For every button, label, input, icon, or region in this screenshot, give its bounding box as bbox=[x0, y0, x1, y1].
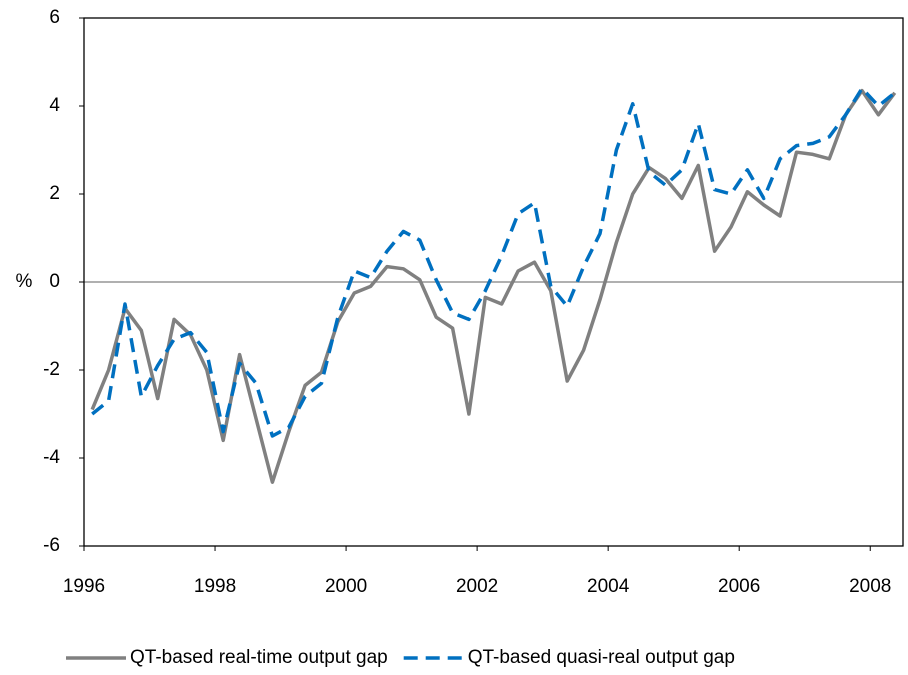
y-tick-label: 4 bbox=[49, 95, 60, 116]
y-tick-label: 6 bbox=[49, 7, 60, 28]
x-tick-label: 1998 bbox=[194, 576, 236, 597]
x-tick-label: 2000 bbox=[325, 576, 367, 597]
y-tick-label: -4 bbox=[43, 447, 60, 468]
y-tick-label: -6 bbox=[43, 535, 60, 556]
y-tick-label: 2 bbox=[49, 183, 60, 204]
x-tick-label: 2004 bbox=[587, 576, 630, 597]
x-tick-label: 2006 bbox=[718, 576, 760, 597]
x-tick-label: 1996 bbox=[63, 576, 105, 597]
x-tick-label: 2002 bbox=[456, 576, 498, 597]
y-axis-label: % bbox=[16, 271, 33, 292]
plot-frame bbox=[83, 17, 904, 547]
series-line bbox=[90, 88, 897, 484]
x-tick-label: 2008 bbox=[849, 576, 891, 597]
legend-label: QT-based quasi-real output gap bbox=[468, 647, 735, 668]
legend-label: QT-based real-time output gap bbox=[130, 647, 388, 668]
y-tick-label: 0 bbox=[49, 271, 60, 292]
series-line bbox=[91, 86, 896, 438]
y-tick-label: -2 bbox=[43, 359, 60, 380]
